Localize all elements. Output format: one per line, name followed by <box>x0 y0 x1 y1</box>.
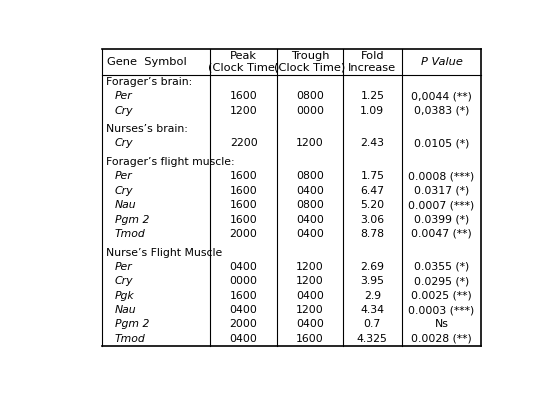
Text: 0800: 0800 <box>296 200 324 210</box>
Text: Nau: Nau <box>115 200 136 210</box>
Text: 1200: 1200 <box>230 106 257 116</box>
Text: 1600: 1600 <box>230 186 257 196</box>
Text: 0400: 0400 <box>296 229 324 239</box>
Text: 0.0025 (**): 0.0025 (**) <box>411 291 472 301</box>
Text: 0.0003 (***): 0.0003 (***) <box>408 305 475 315</box>
Text: Cry: Cry <box>115 106 134 116</box>
Text: Peak
(Clock Time): Peak (Clock Time) <box>208 51 279 73</box>
Text: Nurses’s brain:: Nurses’s brain: <box>106 124 188 134</box>
Text: Pgm 2: Pgm 2 <box>115 215 149 225</box>
Text: 0400: 0400 <box>296 291 324 301</box>
Text: Pgk: Pgk <box>115 291 135 301</box>
Text: Tmod: Tmod <box>115 229 146 239</box>
Text: 0400: 0400 <box>230 334 258 344</box>
Text: 3.06: 3.06 <box>360 215 384 225</box>
Text: 0.0355 (*): 0.0355 (*) <box>414 262 469 272</box>
Text: 2200: 2200 <box>230 139 257 148</box>
Text: 1600: 1600 <box>230 91 257 101</box>
Text: Forager’s flight muscle:: Forager’s flight muscle: <box>106 157 235 168</box>
Text: 5.20: 5.20 <box>360 200 384 210</box>
Text: 3.95: 3.95 <box>360 276 384 286</box>
Text: Cry: Cry <box>115 276 134 286</box>
Text: 8.78: 8.78 <box>360 229 384 239</box>
Text: 0,0383 (*): 0,0383 (*) <box>414 106 469 116</box>
Text: Cry: Cry <box>115 139 134 148</box>
Text: 1.75: 1.75 <box>360 171 384 181</box>
Text: Pgm 2: Pgm 2 <box>115 320 149 329</box>
Text: 0.0028 (**): 0.0028 (**) <box>411 334 472 344</box>
Text: 1200: 1200 <box>296 262 324 272</box>
Text: 1600: 1600 <box>230 291 257 301</box>
Text: 0000: 0000 <box>296 106 324 116</box>
Text: 0.0007 (***): 0.0007 (***) <box>408 200 475 210</box>
Text: 1200: 1200 <box>296 276 324 286</box>
Text: 1.09: 1.09 <box>360 106 384 116</box>
Text: 0000: 0000 <box>230 276 258 286</box>
Text: 0400: 0400 <box>296 215 324 225</box>
Text: 0400: 0400 <box>296 320 324 329</box>
Text: 2000: 2000 <box>230 229 258 239</box>
Text: 2.9: 2.9 <box>364 291 381 301</box>
Text: 0.7: 0.7 <box>364 320 381 329</box>
Text: Fold
Increase: Fold Increase <box>349 51 396 73</box>
Text: Gene  Symbol: Gene Symbol <box>107 57 186 67</box>
Text: 1600: 1600 <box>230 171 257 181</box>
Text: Trough
(Clock Time): Trough (Clock Time) <box>274 51 345 73</box>
Text: 0400: 0400 <box>296 186 324 196</box>
Text: 4.325: 4.325 <box>357 334 388 344</box>
Text: 6.47: 6.47 <box>360 186 384 196</box>
Text: 0400: 0400 <box>230 262 258 272</box>
Text: 0800: 0800 <box>296 91 324 101</box>
Text: 4.34: 4.34 <box>360 305 384 315</box>
Text: 0400: 0400 <box>230 305 258 315</box>
Text: 0.0105 (*): 0.0105 (*) <box>414 139 469 148</box>
Text: Nau: Nau <box>115 305 136 315</box>
Text: Tmod: Tmod <box>115 334 146 344</box>
Text: 1200: 1200 <box>296 305 324 315</box>
Text: 1200: 1200 <box>296 139 324 148</box>
Text: Per: Per <box>115 262 133 272</box>
Text: Forager’s brain:: Forager’s brain: <box>106 77 192 87</box>
Text: 0800: 0800 <box>296 171 324 181</box>
Text: 2.69: 2.69 <box>360 262 384 272</box>
Text: 0.0399 (*): 0.0399 (*) <box>414 215 469 225</box>
Text: Per: Per <box>115 171 133 181</box>
Text: 0.0047 (**): 0.0047 (**) <box>411 229 472 239</box>
Text: Nurse’s Flight Muscle: Nurse’s Flight Muscle <box>106 248 222 258</box>
Text: Ns: Ns <box>434 320 448 329</box>
Text: 0.0008 (***): 0.0008 (***) <box>408 171 475 181</box>
Text: 0.0295 (*): 0.0295 (*) <box>414 276 469 286</box>
Text: 1600: 1600 <box>230 215 257 225</box>
Text: 2000: 2000 <box>230 320 258 329</box>
Text: 1600: 1600 <box>296 334 324 344</box>
Text: Cry: Cry <box>115 186 134 196</box>
Text: 0,0044 (**): 0,0044 (**) <box>411 91 472 101</box>
Text: 1600: 1600 <box>230 200 257 210</box>
Text: Per: Per <box>115 91 133 101</box>
Text: 0.0317 (*): 0.0317 (*) <box>414 186 469 196</box>
Text: 1.25: 1.25 <box>360 91 384 101</box>
Text: 2.43: 2.43 <box>360 139 384 148</box>
Text: P Value: P Value <box>420 57 462 67</box>
